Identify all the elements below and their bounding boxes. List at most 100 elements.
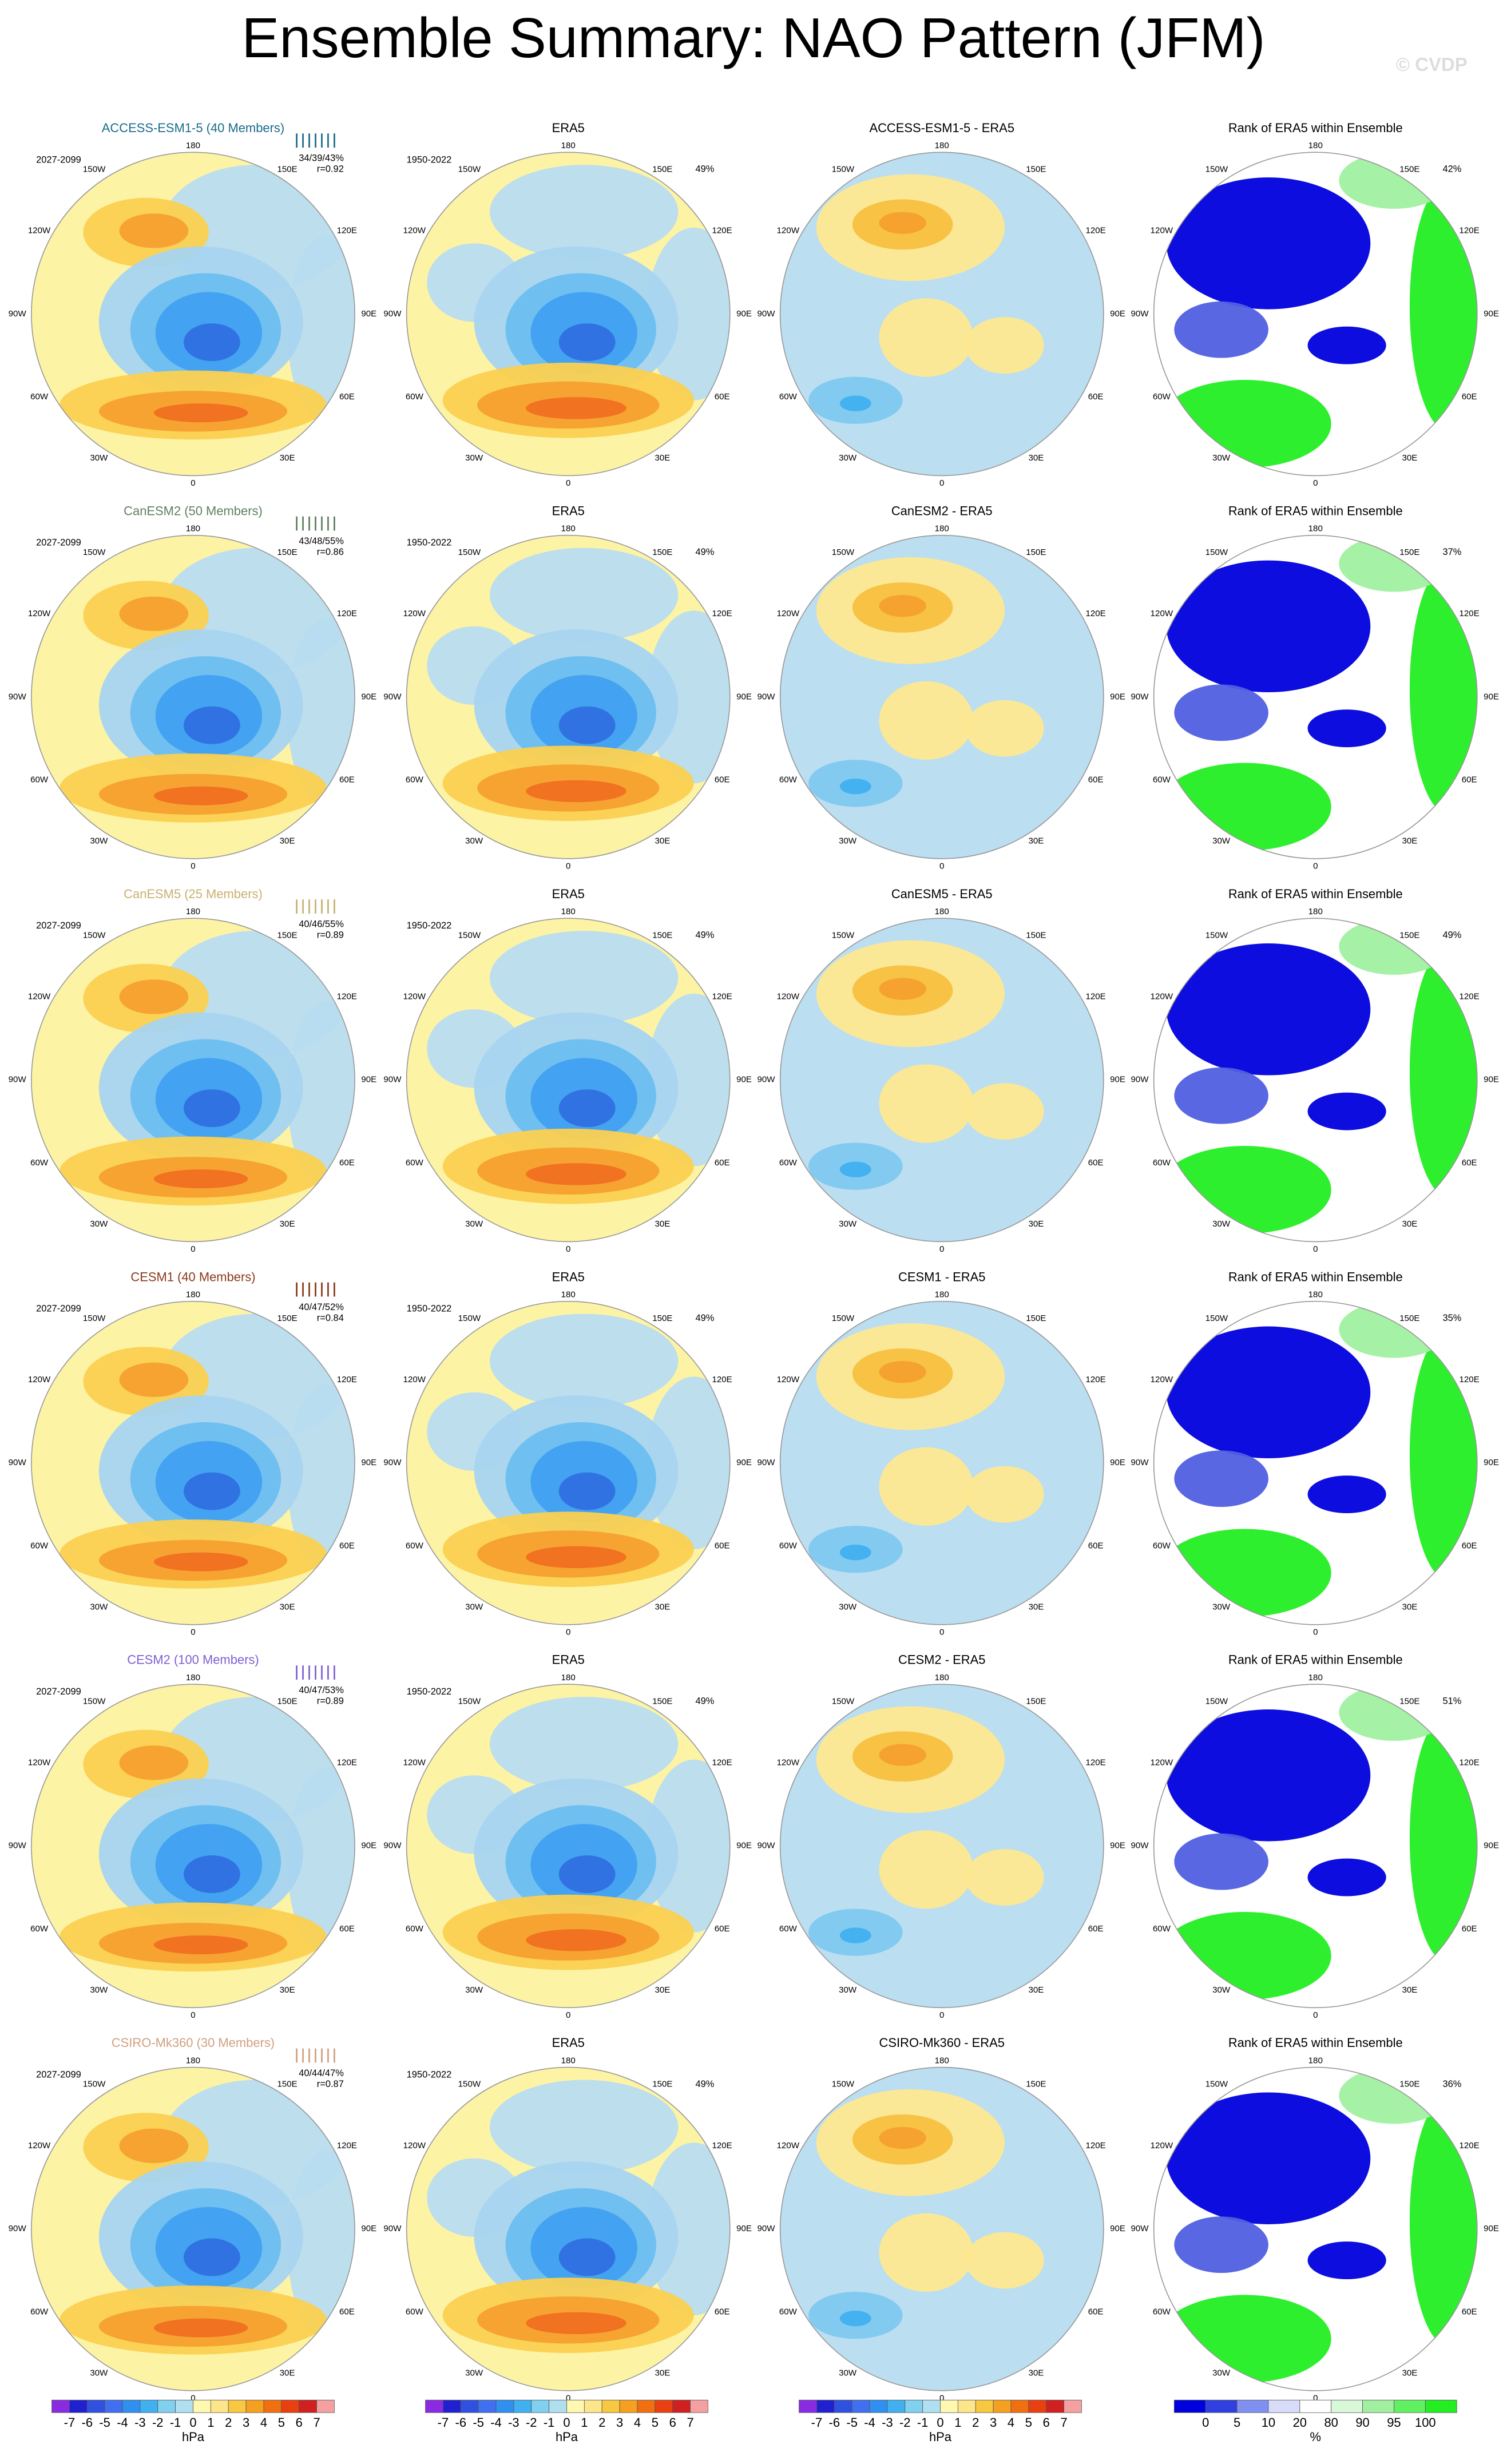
lon-label: 30E (1402, 1219, 1417, 1229)
map-border (406, 1684, 731, 2009)
lon-label: 150W (1205, 2080, 1228, 2089)
map-field (490, 165, 679, 259)
lon-label: 120E (1086, 2141, 1106, 2150)
colorbar-label: 5 (1234, 2415, 1240, 2430)
colorbar-label: -3 (134, 2415, 146, 2430)
diff-title: CanESM5 - ERA5 (891, 887, 993, 901)
colorbar-label: -3 (882, 2415, 893, 2430)
lon-label: 30W (839, 453, 857, 463)
map-border (779, 1300, 1104, 1625)
lon-label: 60E (715, 392, 730, 402)
map-field (490, 931, 679, 1025)
colorbar-swatch (210, 2399, 229, 2413)
lon-label: 90E (736, 692, 752, 701)
map-border (31, 152, 355, 477)
watermark: © CVDP (1396, 54, 1468, 75)
lon-label: 60W (779, 1158, 798, 1168)
lon-label: 30W (465, 453, 483, 463)
lon-label: 60W (1153, 1158, 1171, 1168)
lon-label: 90E (1110, 1841, 1125, 1851)
model-title: CanESM5 (25 Members) (124, 887, 263, 901)
lon-label: 30E (1402, 836, 1417, 846)
lon-label: 150W (458, 1314, 481, 1323)
map-field (965, 2232, 1044, 2289)
lon-label: 0 (1313, 862, 1318, 871)
lon-label: 30E (655, 1602, 670, 1612)
colorbar-label: -1 (544, 2415, 555, 2430)
lon-label: 180 (561, 524, 576, 534)
map-border (406, 918, 731, 1243)
colorbar-swatch (816, 2399, 835, 2413)
map-border (31, 2066, 355, 2391)
lon-label: 150W (83, 930, 106, 940)
map-field (879, 1447, 974, 1526)
lon-label: 120W (403, 609, 426, 618)
map-field (879, 1064, 974, 1143)
colorbar-swatch (851, 2399, 870, 2413)
lon-label: 90E (1110, 2224, 1125, 2233)
colorbar-label: 5 (652, 2415, 659, 2430)
model-title: CSIRO-Mk360 (30 Members) (112, 2036, 275, 2050)
lon-label: 60W (30, 1541, 49, 1551)
colorbar-swatch (993, 2399, 1012, 2413)
obs-period: 1950-2022 (407, 154, 452, 165)
rank-stat: 51% (1442, 1696, 1461, 1707)
lon-label: 150E (277, 2080, 297, 2089)
lon-label: 30W (465, 1219, 483, 1229)
lon-label: 90W (383, 1458, 402, 1467)
colorbar-swatch (566, 2399, 585, 2413)
lon-label: 30E (655, 453, 670, 463)
map-field (1307, 1092, 1386, 1130)
lon-label: 180 (186, 1290, 200, 1300)
lon-label: 60E (715, 775, 730, 785)
diff-title: CSIRO-Mk360 - ERA5 (879, 2036, 1005, 2050)
lon-label: 120E (1460, 2141, 1480, 2150)
lon-label: 150W (83, 164, 106, 174)
colorbar-swatch (513, 2399, 532, 2413)
map-field (1174, 1067, 1268, 1124)
map-field (526, 397, 626, 419)
colorbar-label: -6 (455, 2415, 467, 2430)
colorbar-label: 3 (243, 2415, 249, 2430)
rank-stat: 49% (1442, 930, 1461, 941)
colorbar-swatch (637, 2399, 656, 2413)
colorbar-label: 5 (278, 2415, 285, 2430)
map-border (779, 918, 1104, 1243)
lon-label: 180 (1308, 1673, 1323, 1683)
colorbar-swatch (975, 2399, 994, 2413)
colorbar-swatch (1046, 2399, 1064, 2413)
colorbar-label: 10 (1262, 2415, 1275, 2430)
colorbar-label: -7 (811, 2415, 823, 2430)
colorbar-label: -2 (152, 2415, 164, 2430)
correlation: r=0.89 (317, 930, 344, 941)
lon-label: 90W (9, 1841, 27, 1851)
colorbar-unit: hPa (929, 2430, 952, 2444)
colorbar-label: 0 (937, 2415, 943, 2430)
lon-label: 60W (1153, 392, 1171, 402)
lon-label: 120E (337, 991, 357, 1001)
lon-label: 30W (90, 2368, 108, 2378)
colorbar-label: 3 (616, 2415, 623, 2430)
lon-label: 150W (458, 547, 481, 557)
lon-label: 150W (83, 1314, 106, 1323)
lon-label: 120E (712, 991, 732, 1001)
lon-label: 90W (757, 692, 775, 701)
lon-label: 60E (339, 1924, 355, 1934)
lon-label: 90W (1131, 1075, 1149, 1085)
lon-label: 30E (1402, 1985, 1417, 1995)
lon-label: 150E (652, 2080, 672, 2089)
lon-label: 150E (1399, 164, 1419, 174)
lon-label: 90E (361, 1458, 376, 1467)
colorbar-unit: % (1310, 2430, 1322, 2444)
lon-label: 120W (777, 225, 800, 235)
lon-label: 60W (406, 1924, 424, 1934)
model-title: CESM2 (100 Members) (127, 1653, 259, 1667)
lon-label: 0 (1313, 2394, 1318, 2403)
lon-label: 90W (1131, 2224, 1149, 2233)
stats: 34/39/43% (299, 153, 344, 164)
colorbar-swatch (887, 2399, 906, 2413)
lon-label: 120W (1151, 991, 1173, 1001)
lon-label: 150W (83, 547, 106, 557)
colorbar-label: -4 (864, 2415, 875, 2430)
lon-label: 150W (832, 547, 855, 557)
